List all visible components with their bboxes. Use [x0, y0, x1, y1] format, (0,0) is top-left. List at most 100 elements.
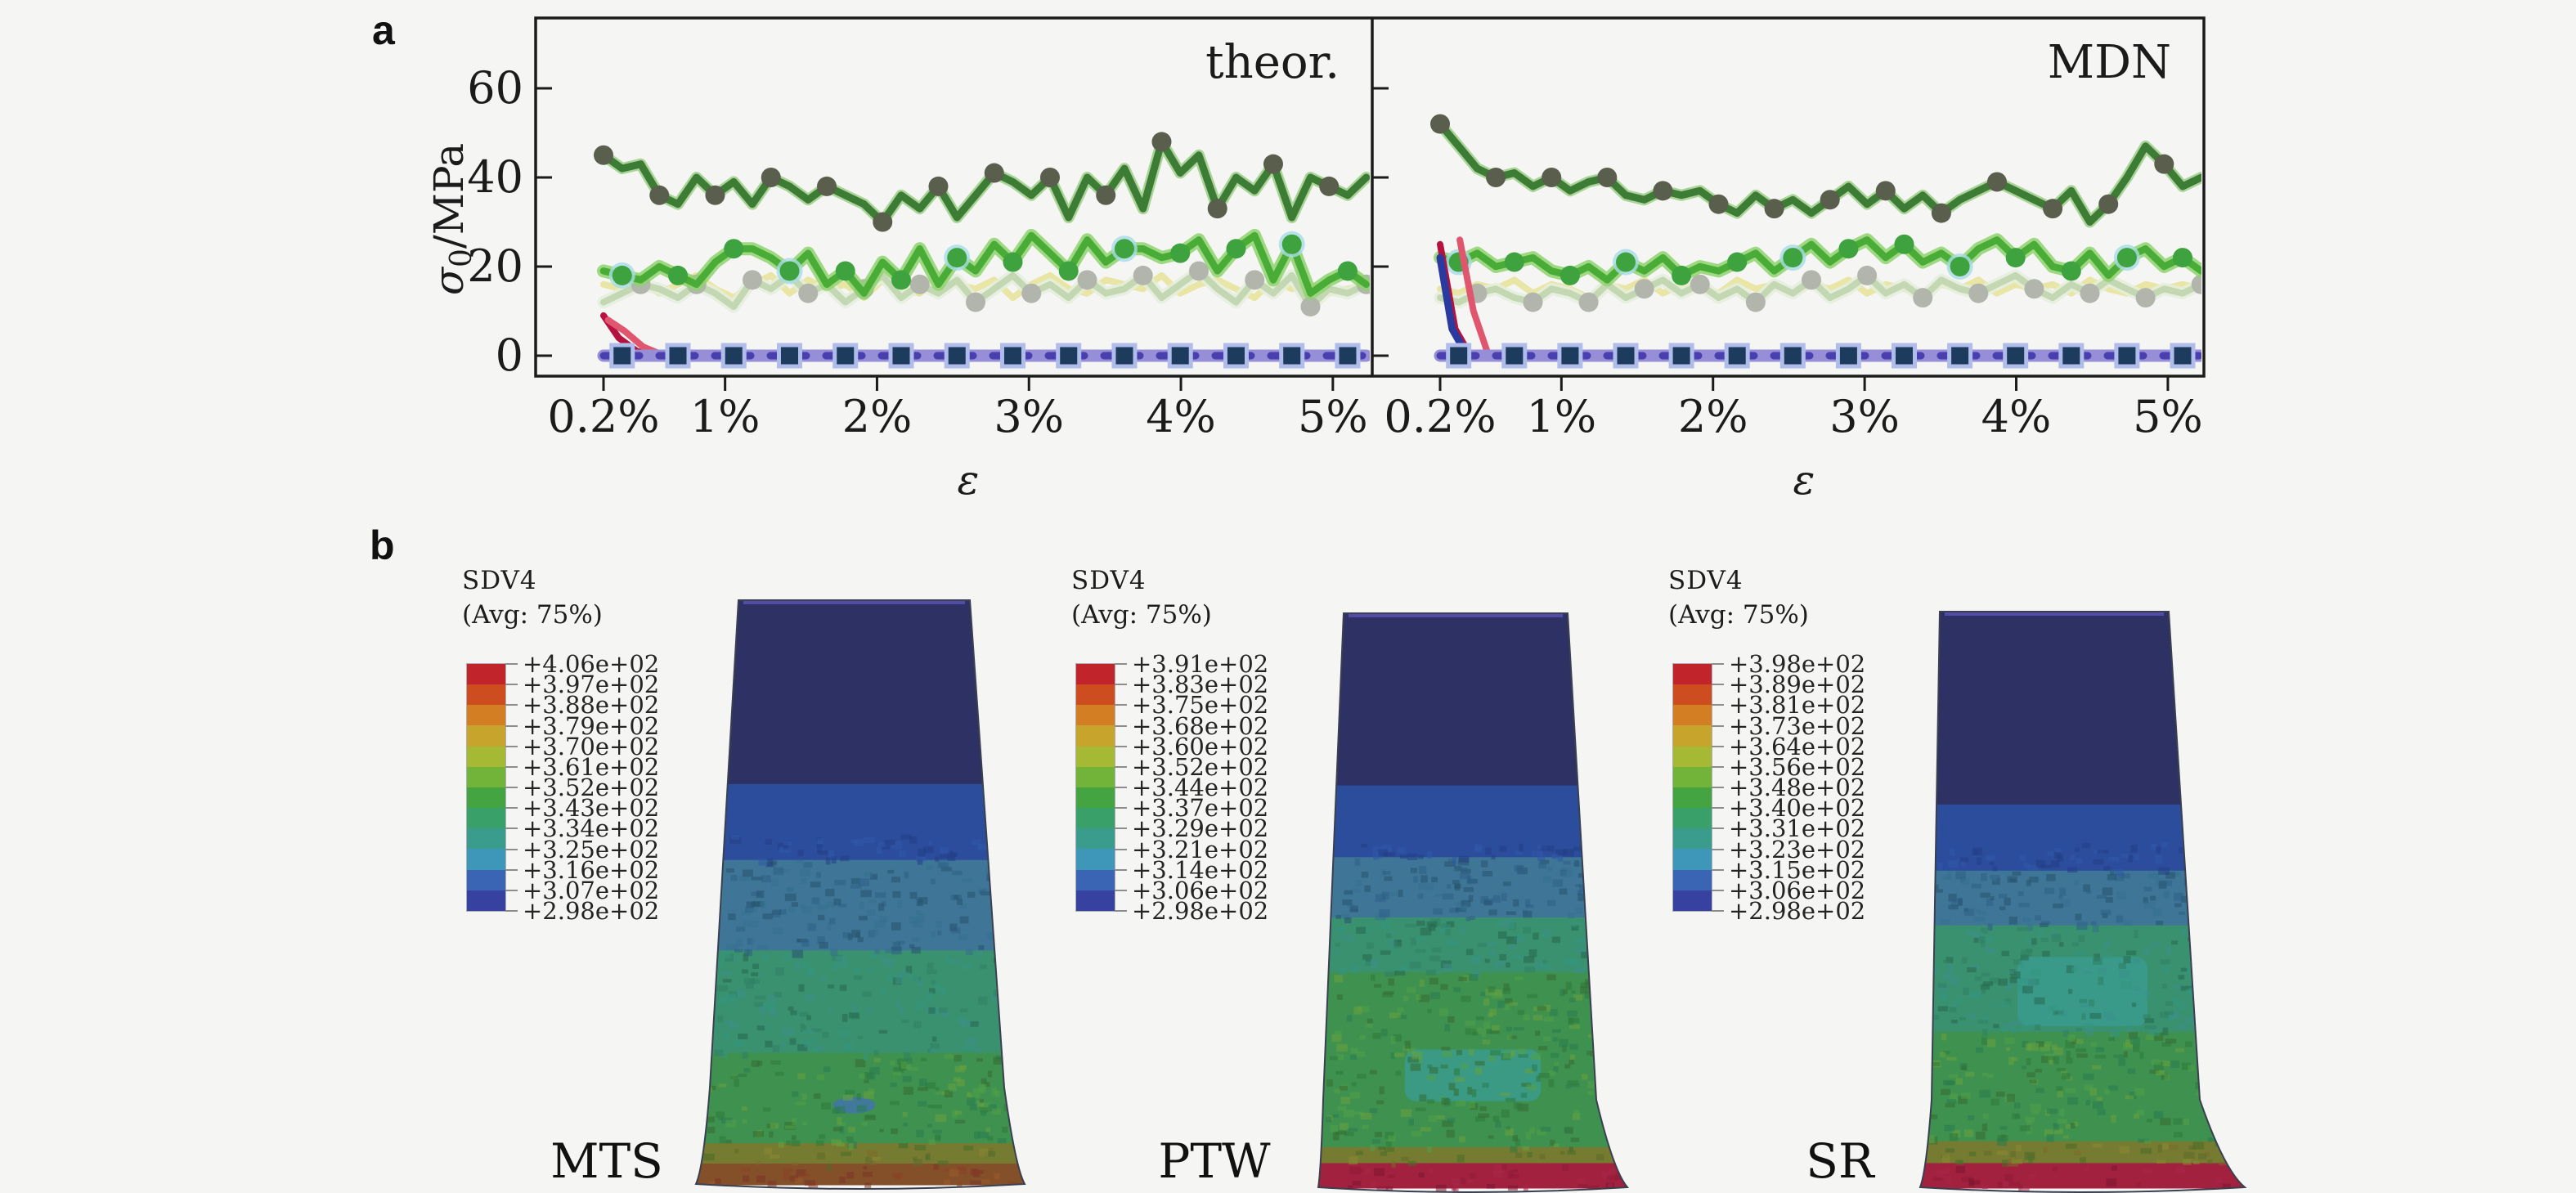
marker-mid	[724, 239, 744, 259]
legend-tick-label: +3.14e+02	[1132, 855, 1269, 884]
marker-mid	[2005, 248, 2026, 268]
colorbar-band	[1076, 766, 1115, 787]
legend-tick	[505, 684, 518, 686]
marker-baseline	[2114, 343, 2140, 369]
legend-tick-label: +3.40e+02	[1729, 794, 1866, 823]
x-tick-label: 2%	[1678, 391, 1748, 442]
contour-band-blue	[696, 783, 1025, 862]
marker-pale	[1133, 265, 1153, 285]
legend-subtitle: (Avg: 75%)	[1071, 600, 1212, 630]
colorbar-band	[1076, 828, 1115, 850]
marker-dark	[1931, 203, 1951, 223]
legend-tick-label: +3.25e+02	[523, 835, 660, 863]
legend-title: SDV4	[462, 566, 537, 595]
legend-tick	[1712, 827, 1724, 830]
contour-patch	[1404, 1049, 1542, 1101]
marker-mid	[1337, 261, 1358, 281]
colorbar-band	[1076, 808, 1115, 829]
legend-tick	[505, 765, 518, 768]
contour-band-blue	[1318, 785, 1627, 859]
marker-mid	[1281, 234, 1302, 254]
marker-mid	[835, 261, 855, 281]
marker-mid	[779, 261, 800, 281]
marker-dark	[2043, 199, 2063, 219]
marker-mid	[1783, 248, 1803, 268]
legend-subtitle: (Avg: 75%)	[462, 600, 603, 630]
legend-tick-label: +3.70e+02	[523, 732, 660, 760]
marker-baseline	[1167, 343, 1193, 369]
legend-tick-label: +3.43e+02	[523, 794, 660, 823]
y-tick-label: 60	[467, 62, 523, 114]
contour-legend-sr: SDV4 (Avg: 75%) +3.98e+02 +3.89e+02 +3.81e…	[1668, 566, 1938, 925]
legend-tick-label: +3.16e+02	[523, 855, 660, 884]
legend-tick	[1115, 807, 1127, 810]
x-axis-label: ε	[957, 456, 979, 504]
marker-dark	[1319, 176, 1340, 196]
legend-tick	[1712, 807, 1724, 810]
legend-tick	[1712, 787, 1724, 788]
marker-dark	[1820, 190, 1840, 210]
marker-dark	[2098, 194, 2119, 214]
contour-legend-mts: SDV4 (Avg: 75%) +4.06e+02 +3.97e+02 +3.88e…	[462, 566, 732, 925]
marker-baseline	[665, 343, 691, 369]
colorbar-band	[1673, 684, 1712, 706]
series-group-theor.	[594, 132, 1370, 369]
marker-pale	[1578, 292, 1599, 312]
marker-dark	[1486, 168, 1506, 187]
legend-subtitle: (Avg: 75%)	[1668, 600, 1809, 630]
legend-colorbar	[466, 663, 506, 912]
legend-tick	[1712, 663, 1724, 665]
marker-mid	[1950, 257, 1970, 276]
legend-tick-label: +2.98e+02	[1729, 897, 1866, 925]
marker-baseline	[609, 343, 635, 369]
marker-mid	[891, 270, 911, 290]
marker-dark	[1764, 199, 1784, 219]
legend-tick-label: +2.98e+02	[523, 897, 660, 925]
y-axis-label: σ0/MPa	[425, 143, 478, 295]
marker-mid	[1727, 252, 1748, 272]
marker-baseline	[776, 343, 802, 369]
marker-dark	[2154, 154, 2174, 174]
marker-mid	[1226, 239, 1246, 259]
marker-pale	[909, 274, 930, 294]
marker-dark	[1597, 168, 1618, 187]
contour-band-navy	[1318, 613, 1627, 787]
marker-pale	[1077, 270, 1097, 290]
colorbar-band	[1673, 664, 1712, 685]
legend-tick	[505, 827, 518, 830]
marker-baseline	[888, 343, 914, 369]
legend-tick-label: +3.15e+02	[1729, 855, 1866, 884]
marker-dark	[1653, 181, 1673, 201]
marker-baseline	[1892, 343, 1918, 369]
x-tick-label: 0.2%	[547, 391, 659, 442]
legend-tick	[1115, 868, 1127, 871]
specimen-outline	[1317, 612, 1630, 1193]
specimen-label-ptw: PTW	[1158, 1133, 1271, 1189]
marker-dark	[1875, 181, 1896, 201]
legend-colorbar	[1075, 663, 1115, 912]
legend-tick	[505, 704, 518, 706]
marker-pale	[1745, 292, 1766, 312]
marker-baseline	[1779, 343, 1806, 369]
legend-tick	[505, 889, 518, 891]
marker-pale	[1968, 283, 1989, 303]
marker-mid	[612, 265, 632, 285]
marker-mid	[1616, 252, 1636, 272]
marker-mid	[1003, 252, 1023, 272]
marker-baseline	[1947, 343, 1973, 369]
colorbar-band	[467, 869, 505, 890]
contour-band-navy	[696, 600, 1025, 786]
legend-tick	[505, 910, 518, 912]
colorbar-band	[467, 808, 505, 829]
marker-dark	[649, 185, 670, 205]
marker-pale	[1857, 265, 1878, 285]
marker-pale	[2191, 274, 2201, 294]
legend-title: SDV4	[1668, 566, 1744, 595]
marker-pale	[2080, 283, 2100, 303]
legend-tick	[505, 663, 518, 665]
legend-tick	[1115, 663, 1127, 665]
specimen-label-sr: SR	[1806, 1133, 1874, 1189]
